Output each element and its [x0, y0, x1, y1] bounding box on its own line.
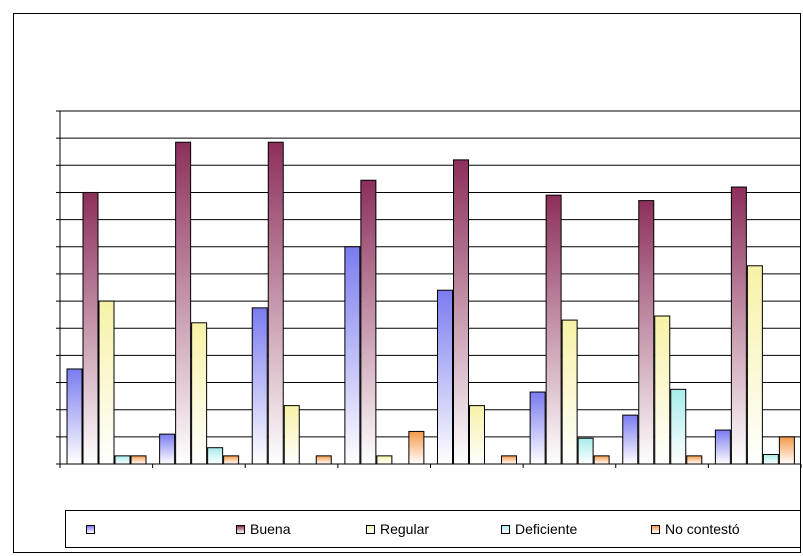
- bar-buena-3: [267, 141, 284, 465]
- legend-label: No contestó: [665, 521, 740, 537]
- bar-regular-6: [561, 319, 578, 465]
- legend-item: [86, 521, 100, 537]
- bar-regular-1: [98, 300, 115, 465]
- bars: [66, 141, 795, 465]
- bar-chart: [56, 110, 802, 468]
- legend-item: Deficiente: [501, 521, 577, 537]
- bar-no-contestó-1: [130, 455, 147, 465]
- bar-deficiente-6: [577, 437, 594, 465]
- bar-deficiente-8: [762, 453, 779, 465]
- bar-no-contestó-7: [686, 455, 703, 465]
- bar-regular-5: [469, 405, 485, 465]
- bar-no-contestó-6: [593, 455, 610, 465]
- bar-series-1-2: [159, 433, 176, 465]
- legend-item: Buena: [236, 521, 290, 537]
- bar-buena-7: [638, 200, 655, 465]
- bar-buena-2: [175, 141, 192, 465]
- bar-regular-4: [376, 455, 393, 465]
- bar-buena-1: [82, 191, 99, 465]
- bar-no-contestó-8: [778, 436, 795, 465]
- bar-deficiente-7: [670, 388, 687, 465]
- bar-deficiente-2: [207, 447, 224, 465]
- bar-buena-5: [453, 159, 469, 465]
- legend-swatch: [366, 524, 375, 534]
- legend-item: No contestó: [651, 521, 740, 537]
- legend-swatch: [236, 524, 245, 534]
- bar-buena-4: [360, 179, 377, 465]
- legend-label: Regular: [380, 521, 430, 537]
- legend-swatch: [651, 524, 660, 534]
- bar-series-1-4: [344, 246, 361, 465]
- gridlines: [56, 110, 801, 465]
- bar-series-1-8: [714, 429, 731, 465]
- legend-swatch: [86, 524, 95, 534]
- bar-no-contestó-5: [501, 455, 517, 465]
- chart-legend: Buena Regular Deficiente No contestó: [65, 510, 801, 548]
- legend-swatch: [501, 524, 510, 534]
- legend-label: Deficiente: [515, 521, 578, 537]
- bar-series-1-5: [437, 289, 453, 465]
- bar-no-contestó-2: [223, 455, 240, 465]
- bar-deficiente-1: [114, 455, 131, 465]
- bar-regular-2: [191, 322, 208, 465]
- bar-regular-7: [654, 315, 671, 465]
- bar-series-1-7: [622, 414, 639, 465]
- bar-series-1-6: [529, 391, 546, 465]
- bar-series-1-1: [66, 368, 83, 465]
- legend-label: Buena: [250, 521, 291, 537]
- bar-series-1-3: [251, 307, 268, 465]
- bar-regular-8: [746, 265, 763, 465]
- bar-no-contestó-3: [315, 455, 332, 465]
- legend-item: Regular: [366, 521, 429, 537]
- bar-buena-6: [545, 194, 562, 465]
- bar-buena-8: [730, 186, 747, 465]
- bar-regular-3: [283, 405, 300, 465]
- bar-no-contestó-4: [408, 430, 425, 465]
